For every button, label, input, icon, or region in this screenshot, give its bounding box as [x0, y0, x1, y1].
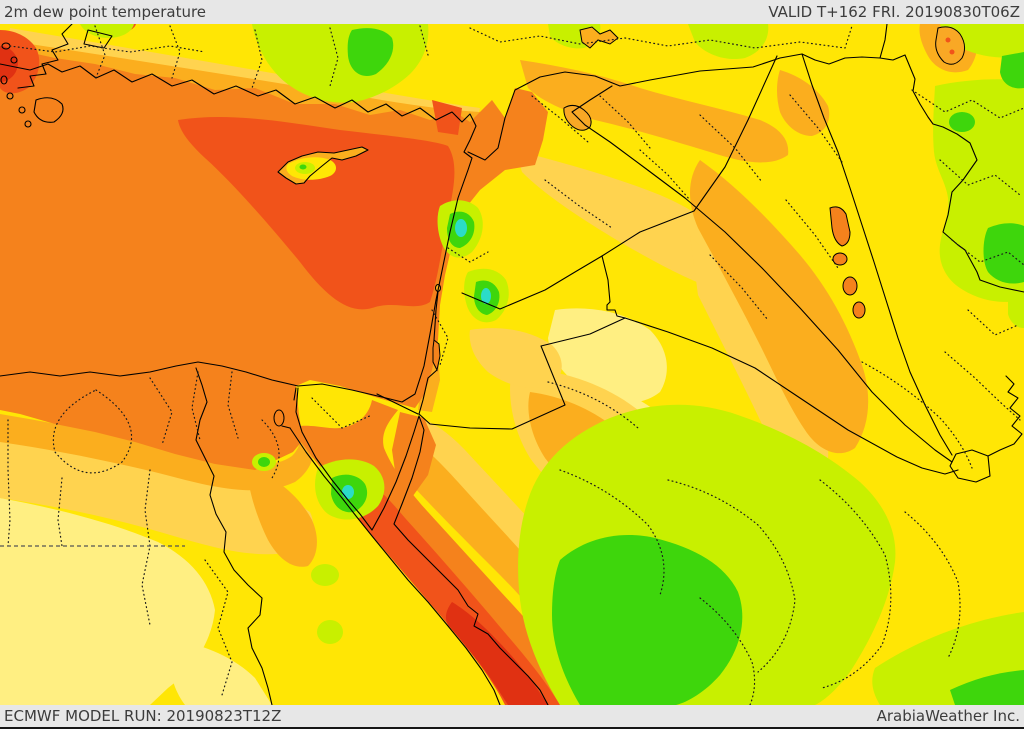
jordan-iraq-hiccup-border — [601, 255, 626, 319]
euphrates-river — [571, 85, 953, 463]
header-bar: 2m dew point temperature VALID T+162 FRI… — [0, 0, 1024, 24]
jordan-saudi-border — [418, 317, 626, 430]
bitter-lake — [273, 409, 285, 427]
brand-label: ArabiaWeather Inc. — [876, 707, 1020, 725]
syria-iraq-border — [601, 55, 778, 257]
dew-point-map — [0, 24, 1024, 705]
ataturk-reservoir — [579, 26, 619, 49]
map-area — [0, 24, 1024, 705]
turkey-levant-egypt-coast — [0, 63, 477, 403]
marmara-island — [83, 29, 113, 49]
iran-border-north — [879, 24, 888, 59]
kuwait-border — [949, 449, 991, 483]
persian-gulf-coast — [987, 375, 1023, 457]
cyprus-coast — [277, 146, 369, 185]
valid-time-label: VALID T+162 FRI. 20190830T06Z — [768, 3, 1020, 21]
model-run-label: ECMWF MODEL RUN: 20190823T12Z — [4, 707, 282, 725]
iran-iraq-border — [879, 54, 1024, 293]
map-title: 2m dew point temperature — [4, 3, 207, 21]
lake-urmia — [935, 26, 966, 65]
lake-tharthar — [829, 206, 851, 247]
cyprus-island — [278, 147, 368, 184]
field-red — [0, 46, 548, 705]
iraq-saudi-border — [624, 317, 959, 475]
lake-habbaniyah — [842, 276, 858, 296]
turkey-syria-iraq-border — [467, 53, 881, 161]
syria-jordan-border — [461, 255, 603, 310]
sinai-aqaba-saudi-coast — [295, 387, 549, 705]
red-sea-west-coast — [289, 427, 501, 705]
rhodes-island — [33, 97, 64, 123]
footer-bar: ECMWF MODEL RUN: 20190823T12Z ArabiaWeat… — [0, 705, 1024, 729]
lake-razazza — [832, 252, 848, 266]
suez-canal — [281, 387, 297, 429]
nile-river — [195, 367, 273, 705]
egypt-israel-border — [376, 393, 419, 415]
jordan-rift-border — [418, 291, 439, 415]
aegean-coast — [17, 24, 73, 89]
admin-dotted-borders — [7, 25, 1024, 705]
